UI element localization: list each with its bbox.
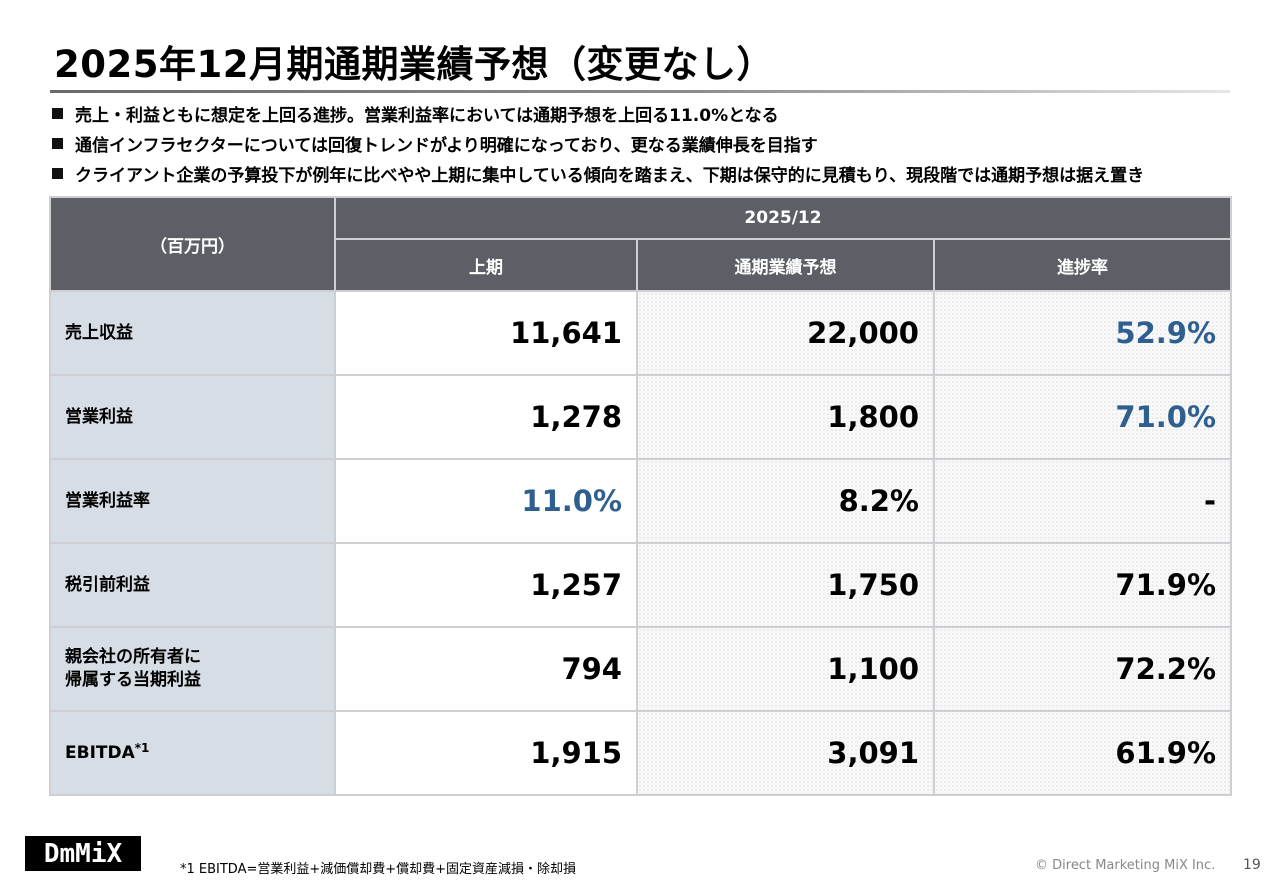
summary-bullets: 売上・利益ともに想定を上回る進捗。営業利益率においては通期予想を上回る11.0%… xyxy=(50,98,1144,188)
progress-value: 71.9% xyxy=(932,542,1233,628)
footnote-marker: *1 xyxy=(134,740,150,755)
h1-value: 794 xyxy=(334,626,638,712)
column-header-h1: 上期 xyxy=(334,238,638,292)
unit-header: （百万円） xyxy=(49,196,336,292)
row-label-operating-margin: 営業利益率 xyxy=(49,458,336,544)
period-header: 2025/12 xyxy=(333,196,1233,240)
bullet-item: 通信インフラセクターについては回復トレンドがより明確になっており、更なる業績伸長… xyxy=(50,128,1144,158)
bullet-text: クライアント企業の予算投下が例年に比べやや上期に集中している傾向を踏まえ、下期は… xyxy=(75,165,1145,186)
bullet-text: 通信インフラセクターについては回復トレンドがより明確になっており、更なる業績伸長… xyxy=(75,135,818,156)
square-bullet-icon xyxy=(52,107,63,119)
forecast-value: 8.2% xyxy=(636,458,935,544)
forecast-value: 3,091 xyxy=(636,710,935,796)
bullet-item: 売上・利益ともに想定を上回る進捗。営業利益率においては通期予想を上回る11.0%… xyxy=(50,98,1144,128)
row-label-text: EBITDA xyxy=(65,742,135,763)
forecast-table: （百万円） 2025/12 上期 通期業績予想 進捗率 売上収益 11,641 … xyxy=(49,196,1233,796)
h1-value: 1,257 xyxy=(334,542,638,628)
bullet-item: クライアント企業の予算投下が例年に比べやや上期に集中している傾向を踏まえ、下期は… xyxy=(50,158,1144,188)
row-label-operating-profit: 営業利益 xyxy=(49,374,336,460)
title-underline xyxy=(50,90,1230,93)
h1-value: 11,641 xyxy=(334,290,638,376)
column-header-progress: 進捗率 xyxy=(932,238,1233,292)
h1-value: 11.0% xyxy=(334,458,638,544)
copyright: © Direct Marketing MiX Inc. xyxy=(1035,858,1216,873)
row-label-line: 帰属する当期利益 xyxy=(65,670,201,690)
row-label-ebitda: EBITDA*1 xyxy=(49,710,336,796)
company-logo: DmMiX xyxy=(25,836,141,871)
table-row: 営業利益 1,278 1,800 71.0% xyxy=(49,374,1233,460)
progress-value: 71.0% xyxy=(932,374,1233,460)
table-row: 売上収益 11,641 22,000 52.9% xyxy=(49,290,1233,376)
forecast-value: 22,000 xyxy=(636,290,935,376)
row-label-pretax-profit: 税引前利益 xyxy=(49,542,336,628)
square-bullet-icon xyxy=(52,167,63,179)
progress-value: 72.2% xyxy=(932,626,1233,712)
footnote: *1 EBITDA=営業利益+減価償却費+償却費+固定資産減損・除却損 xyxy=(180,862,577,877)
forecast-value: 1,800 xyxy=(636,374,935,460)
progress-value: - xyxy=(932,458,1233,544)
row-label-revenue: 売上収益 xyxy=(49,290,336,376)
progress-value: 52.9% xyxy=(932,290,1233,376)
row-label-net-profit: 親会社の所有者に 帰属する当期利益 xyxy=(49,626,336,712)
h1-value: 1,915 xyxy=(334,710,638,796)
h1-value: 1,278 xyxy=(334,374,638,460)
table-row: 親会社の所有者に 帰属する当期利益 794 1,100 72.2% xyxy=(49,626,1233,712)
page-number: 19 xyxy=(1243,857,1261,873)
row-label-line: 親会社の所有者に xyxy=(65,647,201,667)
square-bullet-icon xyxy=(52,137,63,149)
page-title: 2025年12月期通期業績予想（変更なし） xyxy=(54,43,774,86)
column-header-forecast: 通期業績予想 xyxy=(636,238,935,292)
bullet-text: 売上・利益ともに想定を上回る進捗。営業利益率においては通期予想を上回る11.0%… xyxy=(75,105,779,126)
forecast-value: 1,750 xyxy=(636,542,935,628)
progress-value: 61.9% xyxy=(932,710,1233,796)
table-row: 税引前利益 1,257 1,750 71.9% xyxy=(49,542,1233,628)
table-row: EBITDA*1 1,915 3,091 61.9% xyxy=(49,710,1233,796)
table-row: 営業利益率 11.0% 8.2% - xyxy=(49,458,1233,544)
forecast-value: 1,100 xyxy=(636,626,935,712)
